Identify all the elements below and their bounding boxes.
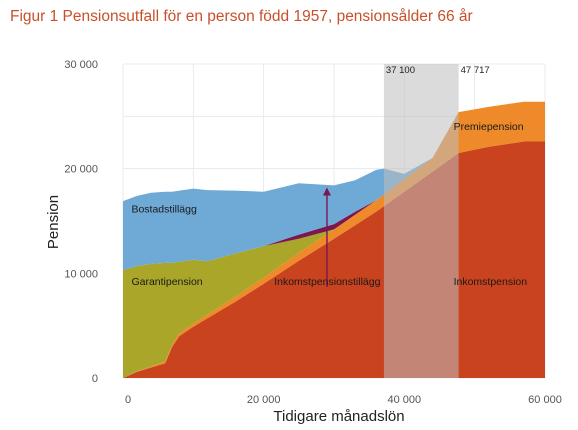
y-axis-label: Pension: [45, 195, 62, 249]
y-tick-label: 20 000: [64, 164, 98, 176]
x-tick-label: 0: [125, 394, 131, 406]
highlight-band-group: 37 100 47 717: [383, 64, 490, 378]
x-axis-label: Tidigare månadslön: [273, 408, 404, 425]
figure-title: Figur 1 Pensionsutfall för en person föd…: [10, 8, 473, 25]
label-premiepension: Premiepension: [454, 121, 524, 133]
area-garantipension: [123, 101, 545, 378]
annotation-arrow-head: [322, 187, 331, 196]
y-tick-label: 10 000: [64, 268, 98, 280]
area-premiepension: [123, 101, 545, 378]
area-bostadstillagg: [123, 101, 545, 271]
axis-ticks: 0 10 000 20 000 30 000 0 20 000 40 000 60 000: [64, 59, 561, 406]
label-inkomstpension: Inkomstpension: [454, 276, 528, 288]
area-labels: Bostadstillägg Garantipension Inkomstpensi…: [131, 121, 527, 288]
label-garantipension: Garantipension: [131, 276, 202, 288]
x-tick-label: 20 000: [247, 394, 281, 406]
x-tick-label: 60 000: [528, 394, 562, 406]
band-label-1: 47 717: [461, 65, 490, 76]
label-bostadstillagg: Bostadstillägg: [131, 204, 197, 216]
label-inkomstpensionstillagg: Inkomstpensionstillägg: [274, 276, 380, 288]
x-tick-label: 40 000: [388, 394, 422, 406]
y-tick-label: 30 000: [64, 59, 98, 71]
y-tick-label: 0: [92, 373, 98, 385]
highlight-band: [383, 64, 459, 378]
band-label-0: 37 100: [386, 65, 415, 76]
